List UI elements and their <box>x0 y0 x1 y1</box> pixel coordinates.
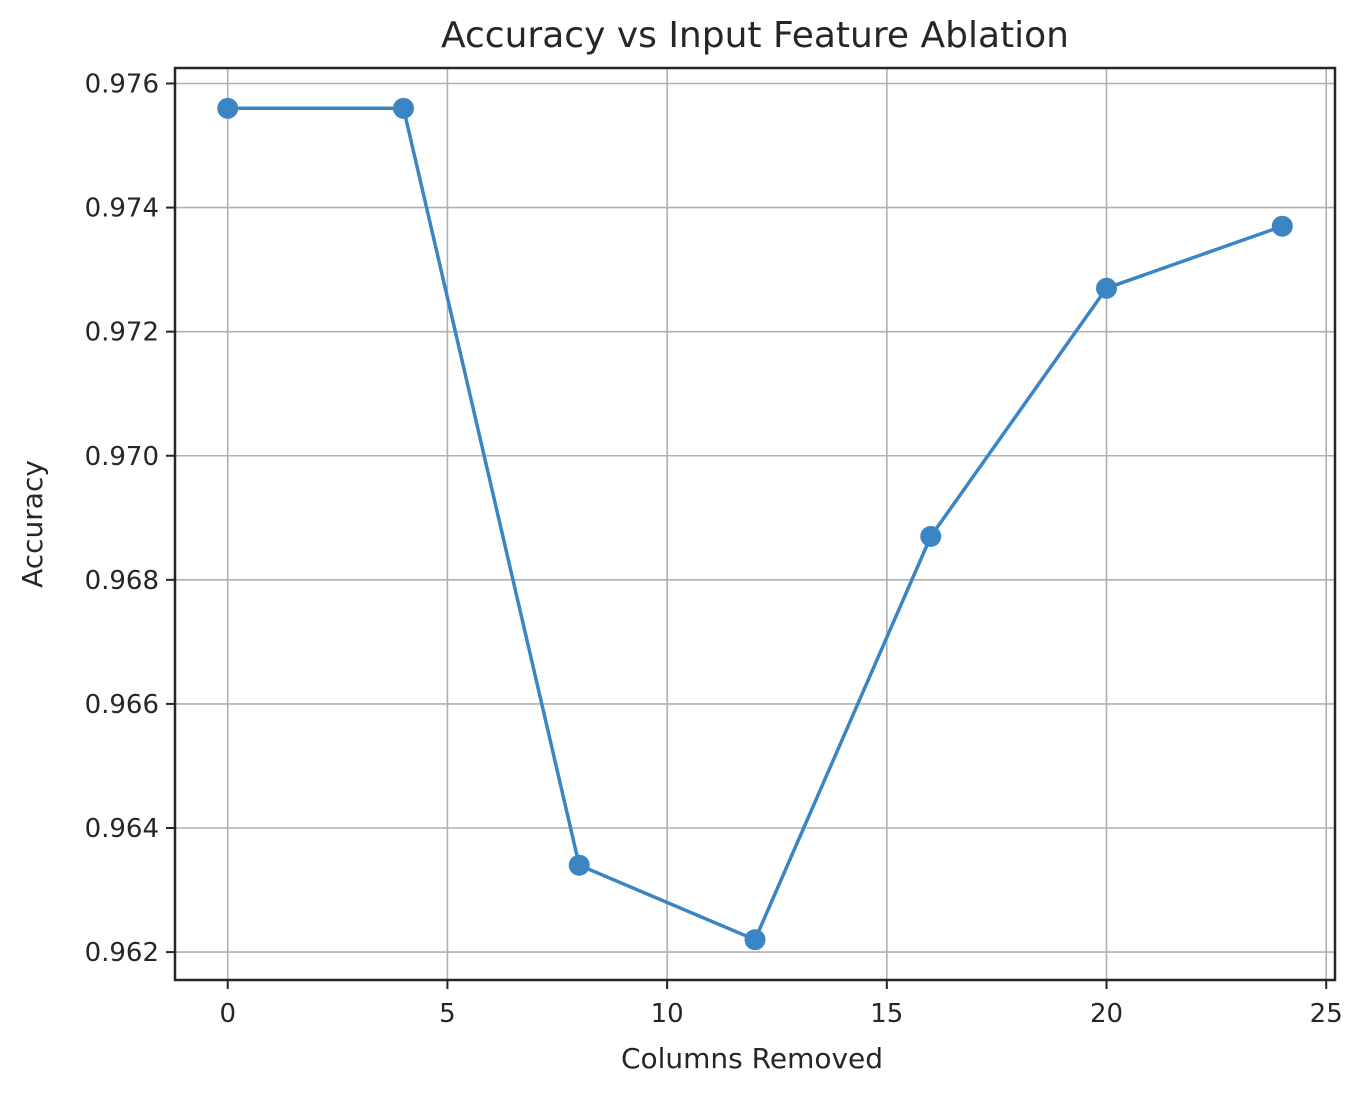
data-point <box>920 526 941 547</box>
y-tick-label: 0.968 <box>85 566 159 596</box>
y-axis-label: Accuracy <box>16 460 49 588</box>
x-tick-label: 20 <box>1090 999 1123 1029</box>
x-axis-label: Columns Removed <box>621 1042 883 1075</box>
x-tick-label: 15 <box>870 999 903 1029</box>
y-tick-label: 0.966 <box>85 690 159 720</box>
data-point <box>745 929 766 950</box>
x-tick-label: 10 <box>651 999 684 1029</box>
y-tick-label: 0.974 <box>85 194 159 224</box>
y-tick-label: 0.970 <box>85 442 159 472</box>
data-point <box>1272 216 1293 237</box>
y-tick-label: 0.976 <box>85 70 159 100</box>
data-point <box>217 98 238 119</box>
y-tick-label: 0.972 <box>85 318 159 348</box>
y-tick-label: 0.962 <box>85 938 159 968</box>
data-point <box>1096 278 1117 299</box>
chart-title: Accuracy vs Input Feature Ablation <box>441 15 1069 56</box>
x-tick-label: 25 <box>1310 999 1343 1029</box>
x-tick-label: 0 <box>219 999 236 1029</box>
x-tick-label: 5 <box>439 999 456 1029</box>
data-point <box>569 855 590 876</box>
data-point <box>393 98 414 119</box>
y-tick-label: 0.964 <box>85 814 159 844</box>
